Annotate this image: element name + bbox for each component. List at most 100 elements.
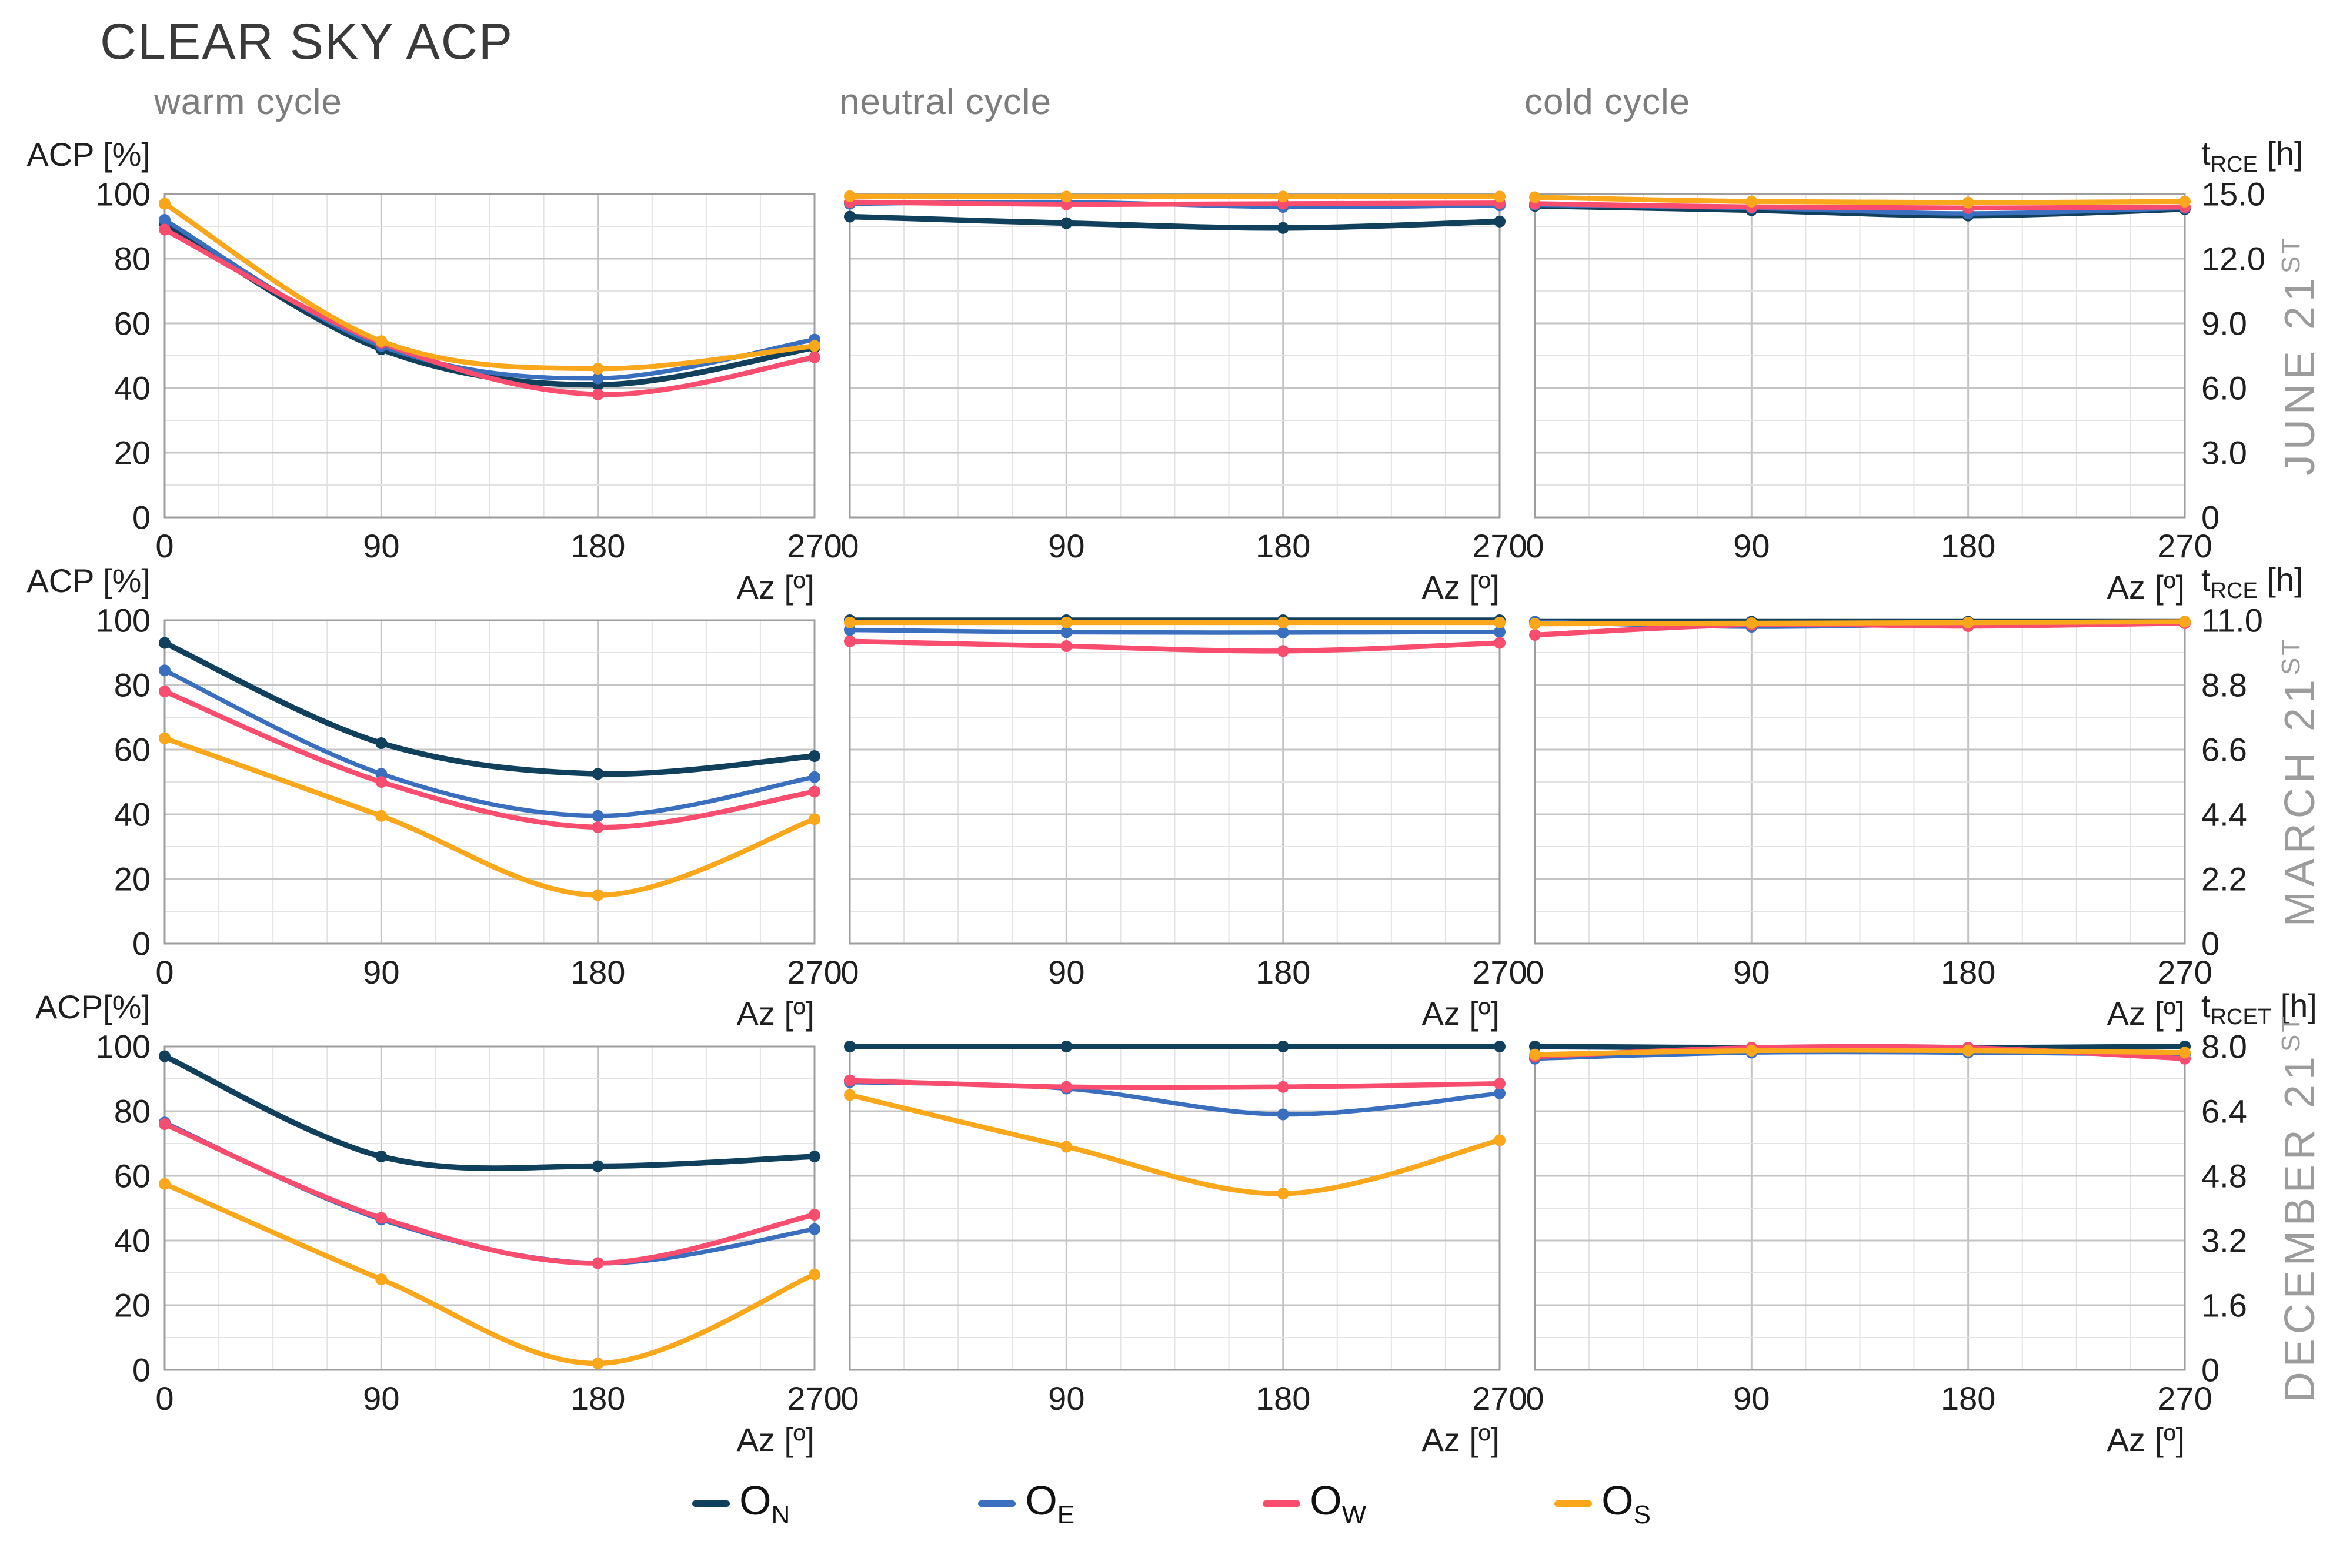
marker-O_W [1494, 637, 1506, 649]
series-line-O_W [847, 199, 1503, 207]
marker-O_S [159, 732, 171, 744]
series-line-O_S [1532, 1047, 2188, 1057]
right-axis-tick-label: 6.4 [2201, 1092, 2247, 1130]
legend-label-subscript: S [1633, 1500, 1651, 1529]
x-tick-label: 180 [1940, 954, 1996, 991]
marker-O_W [159, 223, 171, 236]
right-axis-tick-label: 1.6 [2201, 1286, 2247, 1324]
marker-O_S [375, 1273, 388, 1285]
right-axis-tick-label: 0 [2201, 499, 2220, 536]
x-tick-label: 90 [363, 954, 400, 991]
legend-label-subscript: N [771, 1500, 790, 1529]
x-tick-label: 270 [787, 1380, 842, 1417]
chart-march-cold [1529, 616, 2191, 945]
marker-O_S [809, 1268, 820, 1281]
row-label-june: JUNE 21ST [2277, 235, 2324, 476]
x-tick-label: 0 [155, 1380, 174, 1417]
marker-O_E [159, 664, 171, 677]
row-label-superscript: ST [2277, 1014, 2305, 1052]
x-tick-label: 180 [570, 1380, 626, 1417]
legend-label-subscript: E [1057, 1500, 1075, 1529]
x-tick-label: 90 [363, 527, 400, 564]
right-axis-tick-label: 3.0 [2201, 434, 2247, 472]
right-axis-tick-label: 0 [2201, 1351, 2220, 1389]
legend-item-O-W: OW [1263, 1477, 1366, 1530]
legend-label-O-E: OE [1025, 1477, 1075, 1529]
marker-O_S [1745, 1044, 1758, 1057]
marker-O_S [1494, 616, 1506, 628]
series-line-O_N [162, 1053, 817, 1171]
series-line-O_S [162, 1181, 817, 1366]
right-axis-title-subscript: RCET [2210, 1005, 2272, 1030]
marker-O_S [592, 889, 604, 901]
marker-O_N [375, 737, 388, 749]
x-tick-label: 90 [363, 1380, 400, 1417]
series-line-O_E [162, 668, 817, 818]
left-axis-tick-label: 40 [114, 795, 151, 833]
left-axis-title: ACP[%] [35, 988, 151, 1025]
x-tick-label: 270 [2157, 1380, 2212, 1417]
marker-O_S [844, 1089, 856, 1101]
x-tick-label: 180 [570, 954, 626, 991]
column-title-cold-cycle: cold cycle [1524, 82, 1691, 122]
legend-swatch-O-W [1263, 1500, 1301, 1507]
marker-O_W [159, 686, 171, 697]
x-tick-label: 90 [1733, 527, 1770, 564]
marker-O_N [1494, 1041, 1506, 1052]
series-line-O_N [162, 640, 817, 777]
marker-O_N [844, 1041, 856, 1052]
left-axis-tick-label: 20 [114, 434, 151, 472]
legend-item-O-S: OS [1554, 1477, 1651, 1530]
marker-O_E [1494, 626, 1506, 638]
marker-O_S [1060, 1141, 1073, 1153]
marker-O_N [1494, 215, 1506, 228]
marker-O_N [1277, 222, 1289, 234]
marker-O_W [592, 1257, 604, 1269]
left-axis-tick-label: 100 [95, 175, 151, 213]
chart-december-warm [159, 1045, 820, 1371]
right-axis-title-subscript: RCE [2210, 152, 2258, 178]
row-label-superscript: ST [2277, 637, 2305, 676]
series-line-O_S [847, 1092, 1503, 1196]
figure-title: CLEAR SKY ACP [100, 14, 514, 70]
marker-O_W [844, 635, 856, 647]
series-line-O_S [162, 201, 817, 372]
marker-O_E [1494, 1087, 1506, 1099]
marker-O_S [1529, 191, 1541, 203]
marker-O_S [844, 616, 856, 628]
plot-border [163, 1045, 816, 1371]
right-axis-tick-label: 4.4 [2201, 795, 2247, 833]
legend-item-O-E: OE [978, 1477, 1074, 1530]
marker-O_N [1060, 1041, 1073, 1052]
x-axis-title: Az [º] [736, 1421, 815, 1458]
left-axis-tick-label: 80 [114, 666, 151, 704]
x-tick-label: 270 [1472, 1380, 1527, 1417]
chart-june-neutral [844, 190, 1506, 519]
series-line-O_N [847, 213, 1503, 231]
series-line-O_E [847, 627, 1502, 635]
chart-december-cold [1529, 1041, 2191, 1371]
x-tick-label: 270 [787, 527, 842, 564]
marker-O_S [2179, 195, 2191, 208]
chart-march-neutral [844, 614, 1506, 945]
right-axis-tick-label: 11.0 [2201, 601, 2263, 639]
right-axis-title-subscript: RCE [2210, 579, 2258, 604]
column-title-warm-cycle: warm cycle [154, 82, 343, 122]
left-axis-tick-label: 40 [114, 1222, 151, 1259]
right-axis-tick-label: 6.6 [2201, 731, 2247, 768]
legend-swatch-O-S [1554, 1500, 1593, 1507]
series-line-O_W [162, 1121, 817, 1266]
x-tick-label: 0 [155, 527, 174, 564]
legend-swatch-O-E [978, 1500, 1016, 1507]
x-tick-label: 0 [1526, 954, 1544, 991]
x-tick-label: 180 [1940, 527, 1996, 564]
x-tick-label: 180 [1255, 1380, 1311, 1417]
left-axis-tick-label: 0 [132, 925, 151, 962]
marker-O_N [592, 768, 604, 780]
legend-swatch-O-N [692, 1500, 730, 1507]
right-axis-tick-label: 2.2 [2201, 860, 2247, 898]
marker-O_S [159, 198, 171, 210]
right-axis-tick-label: 6.0 [2201, 369, 2247, 407]
marker-O_E [375, 768, 388, 780]
plot-border [1534, 193, 2186, 519]
